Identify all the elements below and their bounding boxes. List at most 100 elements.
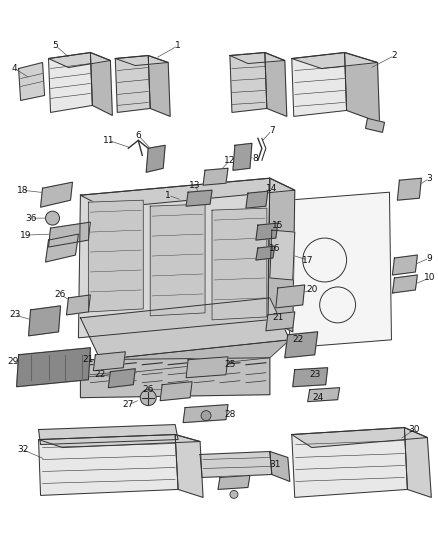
Polygon shape [233,143,252,170]
Polygon shape [19,62,45,100]
Polygon shape [246,191,268,208]
Circle shape [140,390,156,406]
Polygon shape [270,451,290,481]
Polygon shape [186,190,212,206]
Text: 30: 30 [409,425,420,434]
Text: 6: 6 [135,131,141,140]
Polygon shape [49,222,90,247]
Text: 15: 15 [272,221,283,230]
Polygon shape [186,357,228,378]
Circle shape [230,490,238,498]
Text: 29: 29 [7,357,18,366]
Polygon shape [28,306,60,336]
Text: 23: 23 [309,370,320,379]
Polygon shape [268,178,295,332]
Polygon shape [39,434,178,495]
Text: 18: 18 [17,185,28,195]
Text: 21: 21 [272,313,283,322]
Text: 27: 27 [123,400,134,409]
Polygon shape [270,230,295,280]
Polygon shape [292,427,427,448]
Polygon shape [41,182,72,207]
Circle shape [46,211,60,225]
Text: 5: 5 [53,41,58,50]
Polygon shape [49,53,110,68]
Text: 19: 19 [20,231,32,239]
Polygon shape [212,208,267,320]
Polygon shape [93,352,125,371]
Text: 1: 1 [175,41,181,50]
Polygon shape [366,118,385,132]
Polygon shape [39,425,178,445]
Polygon shape [276,285,305,308]
Text: 24: 24 [312,393,323,402]
Polygon shape [203,168,228,185]
Polygon shape [285,332,318,358]
Polygon shape [292,53,346,116]
Polygon shape [308,387,339,402]
Polygon shape [230,53,285,63]
Polygon shape [46,234,78,262]
Polygon shape [256,223,278,240]
Polygon shape [81,358,270,398]
Polygon shape [160,382,192,401]
Polygon shape [108,369,135,387]
Text: 20: 20 [306,286,318,294]
Polygon shape [230,53,267,112]
Text: 25: 25 [224,360,236,369]
Polygon shape [293,368,328,386]
Polygon shape [88,200,143,312]
Polygon shape [288,192,392,348]
Polygon shape [392,275,417,293]
Text: 12: 12 [224,156,236,165]
Text: 3: 3 [427,174,432,183]
Text: 14: 14 [266,184,278,193]
Polygon shape [292,53,378,69]
Text: 13: 13 [189,181,201,190]
Polygon shape [404,427,431,497]
Polygon shape [183,405,228,423]
Polygon shape [397,178,421,200]
Text: 7: 7 [269,126,275,135]
Text: 10: 10 [424,273,435,282]
Text: 17: 17 [302,255,314,264]
Polygon shape [148,55,170,116]
Polygon shape [218,475,250,489]
Text: 16: 16 [269,244,281,253]
Polygon shape [39,434,200,448]
Polygon shape [81,178,295,208]
Polygon shape [292,427,407,497]
Text: 8: 8 [252,154,258,163]
Text: 26: 26 [142,385,154,394]
Text: 4: 4 [12,64,18,73]
Text: 1: 1 [165,191,171,200]
Text: 21: 21 [83,356,94,364]
Text: 9: 9 [427,254,432,263]
Text: 23: 23 [9,310,20,319]
Polygon shape [81,298,290,360]
Polygon shape [256,246,275,260]
Text: 36: 36 [25,214,36,223]
Polygon shape [81,340,290,378]
Circle shape [201,410,211,421]
Polygon shape [265,53,287,116]
Text: 31: 31 [269,460,281,469]
Text: 28: 28 [224,410,236,419]
Polygon shape [115,55,168,66]
Polygon shape [17,348,90,386]
Text: 11: 11 [102,136,114,145]
Polygon shape [200,451,272,478]
Polygon shape [150,204,205,316]
Polygon shape [115,55,150,112]
Polygon shape [146,146,165,172]
Polygon shape [67,295,90,315]
Polygon shape [90,53,112,116]
Polygon shape [392,255,417,275]
Text: 2: 2 [392,51,397,60]
Text: 32: 32 [17,445,28,454]
Polygon shape [49,53,92,112]
Text: 26: 26 [55,290,66,300]
Text: 22: 22 [292,335,304,344]
Polygon shape [175,434,203,497]
Polygon shape [78,178,270,338]
